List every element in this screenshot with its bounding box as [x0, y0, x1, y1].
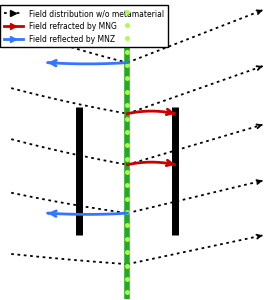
Legend: Field distribution w/o metamaterial, Field refracted by MNG, Field reflected by : Field distribution w/o metamaterial, Fie… — [0, 5, 168, 47]
